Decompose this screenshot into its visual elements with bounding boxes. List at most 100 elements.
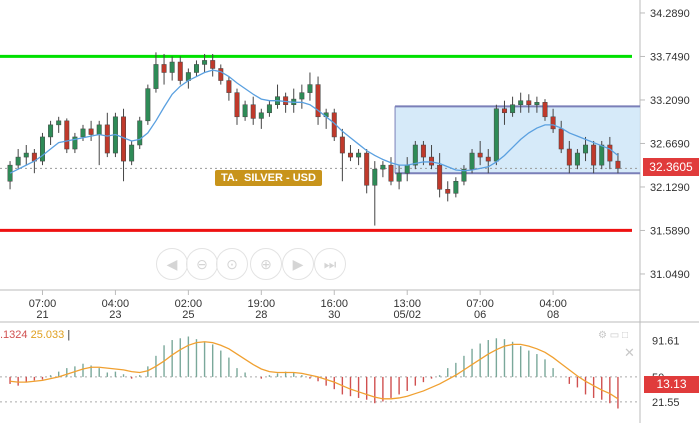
candle-body bbox=[23, 152, 29, 158]
candle-body bbox=[72, 136, 78, 150]
indicator-y-tick-label: 21.55 bbox=[652, 397, 680, 409]
x-tick-day: 08 bbox=[547, 309, 559, 321]
candle-body bbox=[137, 120, 143, 146]
y-tick-label: 31.0490 bbox=[650, 269, 690, 281]
x-tick-time: 02:00 bbox=[175, 298, 203, 310]
x-tick-day: 21 bbox=[36, 309, 48, 321]
x-tick-time: 04:00 bbox=[102, 298, 130, 310]
candle-body bbox=[177, 61, 183, 81]
jump-to-latest-button[interactable]: ⏭ bbox=[314, 248, 346, 280]
moving-average-line bbox=[9, 69, 619, 174]
indicator-legend-value-1: .1324 bbox=[0, 329, 28, 341]
candle-body bbox=[347, 152, 353, 158]
maximize-icon[interactable]: □ bbox=[621, 330, 629, 341]
settings-icon[interactable]: ⚙ bbox=[598, 330, 607, 341]
x-tick-day: 28 bbox=[255, 309, 267, 321]
candle-body bbox=[48, 124, 54, 138]
arrow-left-icon: ◀ bbox=[166, 256, 178, 272]
candle-body bbox=[250, 104, 256, 119]
candle-body bbox=[558, 128, 564, 150]
candle-body bbox=[242, 104, 248, 118]
indicator-signal-line bbox=[9, 341, 619, 400]
candle-body bbox=[210, 60, 216, 69]
candle-body bbox=[534, 102, 540, 105]
x-tick-day: 05/02 bbox=[393, 309, 421, 321]
candle-body bbox=[193, 64, 199, 73]
candle-body bbox=[266, 104, 272, 114]
candle-body bbox=[364, 152, 370, 186]
candle-body bbox=[88, 128, 94, 135]
candle-body bbox=[39, 136, 45, 162]
candle-body bbox=[339, 136, 345, 154]
indicator-legend: .1324 25.033 | bbox=[0, 329, 70, 341]
candle-body bbox=[396, 172, 402, 182]
candle-body bbox=[234, 92, 240, 118]
x-tick-time: 13:00 bbox=[393, 298, 421, 310]
x-tick-time: 19:00 bbox=[248, 298, 276, 310]
candle-body bbox=[510, 104, 516, 114]
candle-body bbox=[477, 152, 483, 158]
zoom-in-button[interactable]: ⊕ bbox=[250, 248, 282, 280]
indicator-y-tick-label: 91.61 bbox=[652, 335, 680, 347]
candle-body bbox=[153, 64, 159, 89]
candle-body bbox=[542, 102, 548, 118]
y-tick-label: 33.7490 bbox=[650, 51, 690, 63]
zoom-out-icon: ⊖ bbox=[196, 256, 208, 272]
zoom-in-icon: ⊕ bbox=[260, 256, 272, 272]
candle-body bbox=[104, 124, 110, 154]
candle-body bbox=[372, 168, 378, 186]
candle-body bbox=[80, 128, 86, 138]
scroll-left-button[interactable]: ◀ bbox=[156, 248, 188, 280]
candle-body bbox=[526, 100, 532, 105]
instrument-label: TA. SILVER - USD bbox=[215, 170, 322, 186]
indicator-legend-value-2: 25.033 bbox=[30, 329, 65, 341]
candle-body bbox=[64, 120, 70, 150]
x-tick-day: 30 bbox=[328, 309, 340, 321]
candle-body bbox=[161, 64, 167, 73]
y-tick-label: 33.2090 bbox=[650, 95, 690, 107]
candle-body bbox=[599, 144, 605, 166]
candle-body bbox=[583, 144, 589, 154]
candle-body bbox=[145, 88, 151, 122]
indicator-current-badge: 13.13 bbox=[644, 376, 699, 393]
candle-body bbox=[307, 84, 313, 93]
candle-body bbox=[453, 181, 459, 194]
candle-body bbox=[445, 189, 451, 194]
x-tick-day: 06 bbox=[474, 309, 486, 321]
x-tick-time: 07:00 bbox=[466, 298, 494, 310]
arrow-right-icon: ▶ bbox=[292, 256, 304, 272]
candle-body bbox=[607, 144, 613, 162]
minimize-icon[interactable]: ▭ bbox=[609, 330, 620, 341]
candle-body bbox=[299, 92, 305, 100]
candle-body bbox=[258, 112, 264, 119]
candle-body bbox=[615, 160, 621, 169]
candle-body bbox=[388, 164, 394, 182]
reset-zoom-button[interactable]: ⊙ bbox=[216, 248, 248, 280]
candle-body bbox=[469, 152, 475, 170]
candle-body bbox=[518, 100, 524, 105]
reset-icon: ⊙ bbox=[226, 256, 238, 272]
y-tick-label: 32.6690 bbox=[650, 138, 690, 150]
close-icon[interactable]: ✕ bbox=[624, 345, 635, 360]
candle-body bbox=[404, 164, 410, 174]
candle-body bbox=[501, 108, 507, 114]
y-tick-label: 32.1290 bbox=[650, 182, 690, 194]
candle-body bbox=[96, 124, 102, 135]
candle-body bbox=[129, 144, 135, 162]
candle-body bbox=[550, 116, 556, 130]
fast-forward-icon: ⏭ bbox=[323, 256, 337, 272]
candle-body bbox=[566, 148, 572, 166]
x-tick-day: 25 bbox=[182, 309, 194, 321]
candle-body bbox=[218, 68, 224, 81]
scroll-right-button[interactable]: ▶ bbox=[282, 248, 314, 280]
candle-body bbox=[574, 152, 580, 166]
candle-body bbox=[437, 164, 443, 190]
candle-body bbox=[56, 120, 62, 126]
candle-body bbox=[429, 156, 435, 166]
panel-controls[interactable]: ⚙ ▭ □ bbox=[598, 330, 628, 341]
candle-body bbox=[485, 156, 491, 162]
zoom-out-button[interactable]: ⊖ bbox=[186, 248, 218, 280]
candle-body bbox=[591, 144, 597, 166]
